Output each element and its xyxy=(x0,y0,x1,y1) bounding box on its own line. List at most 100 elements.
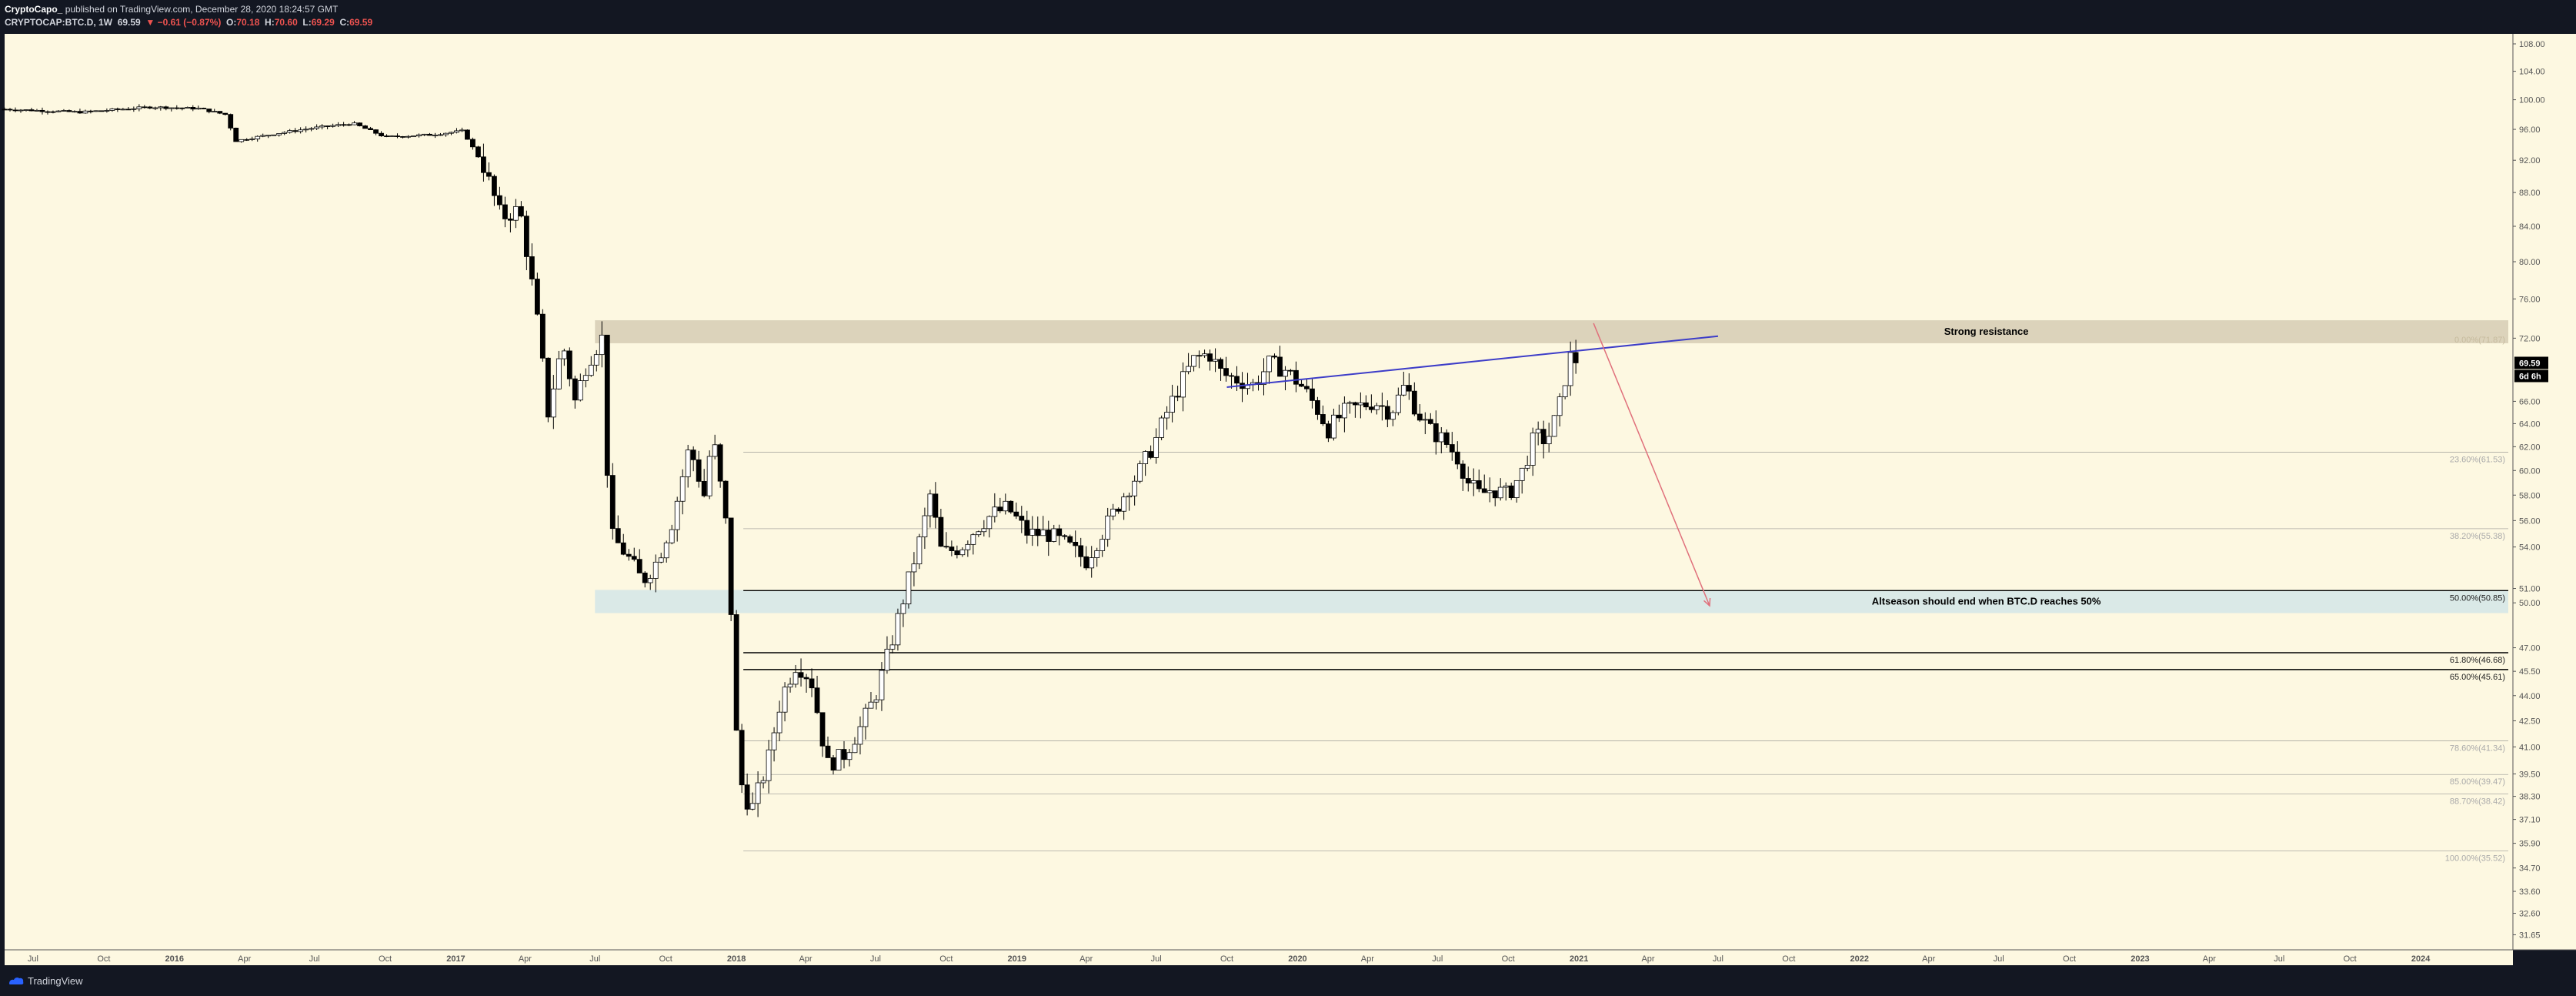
arrow-head xyxy=(1703,597,1711,607)
candle xyxy=(492,175,497,196)
publish-info: CryptoCapo_ published on TradingView.com… xyxy=(5,4,338,15)
candle xyxy=(142,106,148,109)
candle xyxy=(906,571,912,605)
price-tick-label: 32.60 xyxy=(2519,910,2541,919)
candle xyxy=(712,444,718,457)
candle xyxy=(1051,528,1057,542)
price-chart[interactable]: Strong resistance Altseason should end wh… xyxy=(0,34,2576,965)
candle xyxy=(787,683,793,688)
candle xyxy=(1465,478,1471,484)
candle xyxy=(475,146,481,158)
candle xyxy=(701,480,707,496)
candle xyxy=(357,122,362,126)
candle xyxy=(696,459,702,482)
candle xyxy=(1492,490,1498,499)
candle xyxy=(895,613,901,646)
candle xyxy=(1035,529,1041,536)
candle xyxy=(34,109,40,112)
candle xyxy=(1143,451,1149,464)
candle xyxy=(1557,396,1563,416)
candle xyxy=(706,456,712,496)
candle xyxy=(1218,359,1223,369)
fib-level-label: 61.80%(46.68) xyxy=(2450,656,2505,665)
candle xyxy=(604,334,610,476)
candle xyxy=(1008,500,1014,513)
candle xyxy=(1110,508,1116,516)
candle xyxy=(206,109,212,112)
candle xyxy=(330,125,336,127)
candle xyxy=(518,206,524,217)
time-tick-label: Jul xyxy=(1713,954,1723,964)
candle xyxy=(1137,463,1143,482)
candle xyxy=(1357,402,1363,406)
tradingview-logo-icon[interactable] xyxy=(8,975,25,986)
time-tick-label: 2020 xyxy=(1288,954,1306,964)
fib-level-label: 85.00%(39.47) xyxy=(2450,777,2505,787)
time-scale-panel xyxy=(5,950,2513,965)
price-tick-label: 92.00 xyxy=(2519,156,2541,165)
candle xyxy=(1078,545,1084,557)
candle xyxy=(599,334,605,356)
candle xyxy=(819,712,826,747)
time-tick-label: Apr xyxy=(1079,954,1093,964)
fib-level-label: 0.00%(71.87) xyxy=(2454,336,2505,345)
close-value: 69.59 xyxy=(349,17,373,28)
candle xyxy=(443,132,449,135)
candle xyxy=(1546,436,1552,445)
candle xyxy=(685,450,691,477)
author-name[interactable]: CryptoCapo_ xyxy=(5,4,63,15)
candle xyxy=(1094,550,1100,558)
candle xyxy=(1336,414,1342,419)
time-tick-label: Apr xyxy=(1641,954,1654,964)
candle xyxy=(255,135,261,139)
symbol-legend: CRYPTOCAP:BTC.D, 1W 69.59 ▼ −0.61 (−0.87… xyxy=(5,17,372,28)
candle xyxy=(609,475,616,530)
time-tick-label: 2018 xyxy=(727,954,746,964)
candle xyxy=(1310,388,1315,401)
candle xyxy=(1433,423,1439,443)
candle xyxy=(1288,369,1293,372)
candle xyxy=(1277,356,1283,377)
candle xyxy=(976,531,982,536)
candle xyxy=(179,107,185,109)
candle xyxy=(523,216,529,257)
candle xyxy=(561,350,567,359)
candle xyxy=(1320,414,1326,425)
time-tick-label: Oct xyxy=(97,954,110,964)
time-tick-label: Jul xyxy=(870,954,881,964)
candle xyxy=(626,553,632,557)
close-label: C: xyxy=(339,17,350,28)
trendline xyxy=(1226,335,1719,389)
candle xyxy=(1363,402,1369,408)
zone-label: Strong resistance xyxy=(1944,326,2029,337)
candle xyxy=(222,112,229,115)
projection-arrow xyxy=(1593,323,1710,607)
candle xyxy=(1573,352,1579,363)
candle xyxy=(615,528,621,543)
candle xyxy=(1266,356,1272,373)
candle xyxy=(23,109,29,111)
tradingview-brand[interactable]: TradingView xyxy=(28,975,83,987)
resistance-zone xyxy=(595,320,2508,343)
candle xyxy=(276,133,282,135)
time-tick-label: Oct xyxy=(659,954,672,964)
fib-level-label: 50.00%(50.85) xyxy=(2450,593,2505,603)
candle xyxy=(298,129,304,132)
price-tick-label: 80.00 xyxy=(2519,258,2541,267)
candle xyxy=(556,358,562,389)
symbol-name[interactable]: CRYPTOCAP:BTC.D, 1W xyxy=(5,17,113,28)
time-tick-label: Apr xyxy=(519,954,532,964)
candle xyxy=(593,354,599,366)
candle xyxy=(1422,419,1428,421)
candle xyxy=(658,557,664,563)
time-tick-label: Oct xyxy=(939,954,953,964)
candle xyxy=(1368,406,1374,410)
high-label: H: xyxy=(265,17,275,28)
price-tick-label: 88.00 xyxy=(2519,189,2541,198)
candle xyxy=(7,109,13,111)
candle xyxy=(803,677,809,680)
candle xyxy=(879,670,885,700)
candle xyxy=(1438,432,1444,443)
candle xyxy=(158,106,164,109)
candle xyxy=(1099,539,1106,551)
